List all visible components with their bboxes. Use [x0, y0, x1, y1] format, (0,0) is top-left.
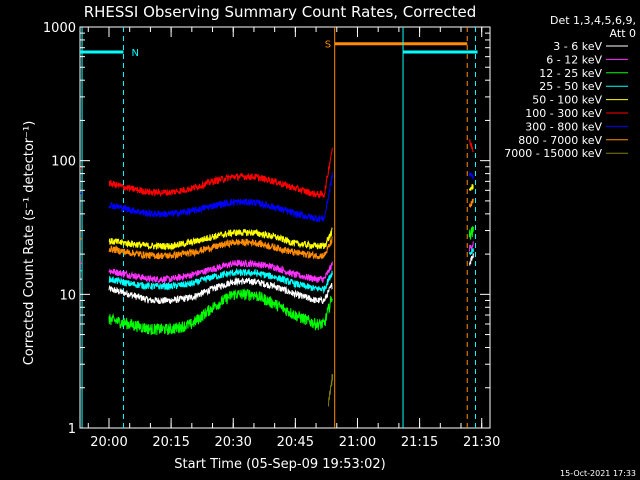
series-line	[108, 236, 333, 261]
series-line	[468, 139, 474, 153]
series-line	[108, 226, 333, 252]
legend-entry-label: 50 - 100 keV	[532, 94, 602, 107]
x-tick-label: 20:30	[214, 435, 251, 450]
series-layer	[80, 139, 474, 407]
annotation-layer: NS	[80, 27, 478, 428]
y-tick-label: 100	[51, 155, 76, 170]
series-line	[468, 171, 474, 180]
legend-header-line: Det 1,3,4,5,6,9,	[550, 14, 636, 27]
y-tick-label: 10	[59, 288, 76, 303]
legend-entry-label: 12 - 25 keV	[539, 67, 602, 80]
chart-title: RHESSI Observing Summary Count Rates, Co…	[84, 3, 477, 21]
series-line	[468, 253, 474, 266]
series-line	[108, 147, 333, 200]
y-tick-label: 1	[68, 422, 76, 437]
x-tick-label: 20:00	[90, 435, 127, 450]
x-tick-label: 21:15	[401, 435, 438, 450]
plot-frame	[79, 26, 491, 429]
x-tick-label: 21:30	[463, 435, 500, 450]
series-line	[468, 226, 474, 240]
legend-entry-label: 7000 - 15000 keV	[504, 147, 602, 160]
y-tick-label: 1000	[43, 21, 76, 36]
series-line	[468, 184, 474, 191]
series-line	[468, 241, 474, 252]
series-line	[108, 276, 333, 305]
legend-entry-label: 6 - 12 keV	[546, 53, 602, 66]
legend-header-line: Att 0	[610, 27, 636, 40]
series-line	[108, 288, 333, 336]
series-line	[108, 172, 333, 222]
footer-timestamp: 15-Oct-2021 17:33	[560, 469, 636, 478]
y-axis-label: Corrected Count Rate (s⁻¹ detector⁻¹)	[22, 121, 37, 366]
mode-bar-label: N	[131, 48, 138, 59]
series-line	[108, 267, 333, 295]
legend-entry-label: 25 - 50 keV	[539, 80, 602, 93]
plot-area	[79, 26, 491, 429]
legend-entry-label: 3 - 6 keV	[553, 40, 602, 53]
axes: 1 10 100 1000 20:00 20:15 20:30 20:45 21:00 21:15…	[43, 21, 501, 450]
legend-entry-label: 300 - 800 keV	[525, 120, 602, 133]
x-tick-label: 20:45	[277, 435, 314, 450]
x-tick-label: 21:00	[339, 435, 376, 450]
legend-entry-label: 800 - 7000 keV	[518, 134, 602, 147]
series-line	[468, 248, 474, 256]
x-axis-label: Start Time (05-Sep-09 19:53:02)	[174, 457, 385, 472]
series-line	[469, 198, 474, 209]
x-tick-label: 20:15	[152, 435, 189, 450]
mode-bar-label: S	[325, 40, 331, 51]
legend-entry-label: 100 - 300 keV	[525, 107, 602, 120]
series-line	[328, 373, 334, 407]
series-line	[108, 258, 333, 285]
